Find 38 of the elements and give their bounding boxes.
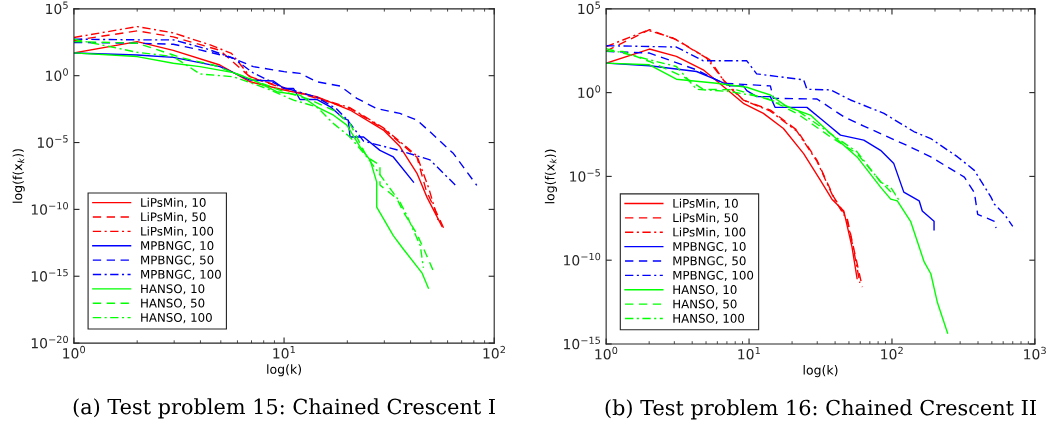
legend-label: MPBNGC, 100: [141, 269, 221, 280]
legend-label: HANSO, 10: [141, 284, 205, 295]
legend-label: MPBNGC, 100: [673, 270, 754, 281]
x-axis-title: log(k): [267, 364, 302, 377]
text: (b) Test problem 16: Chained Crescent II: [605, 399, 1036, 420]
legend-label: MPBNGC, 50: [141, 255, 214, 266]
legend-label: HANSO, 100: [673, 313, 745, 325]
y-tick-label: 10$^{−15}$: [31, 269, 68, 282]
legend-label: LiPsMin, 10: [673, 198, 738, 209]
legend-label: MPBNGC, 10: [673, 241, 746, 253]
legend-label: HANSO, 10: [673, 285, 737, 296]
legend-label: LiPsMin, 10: [141, 197, 206, 209]
x-tick-label: 10$^{2}$: [483, 345, 505, 359]
y-tick-label: 10$^{0}$: [46, 68, 68, 82]
y-tick-label: 10$^{−5}$: [37, 135, 68, 148]
y-tick-label: 10$^{5}$: [578, 1, 600, 15]
legend-label: LiPsMin, 50: [673, 213, 738, 224]
legend-label: HANSO, 100: [141, 312, 212, 324]
x-tick-label: 10$^{1}$: [273, 346, 295, 359]
x-axis-title: log(k): [803, 365, 838, 378]
legend-label: MPBNGC, 10: [141, 241, 214, 252]
y-tick-label: 10$^{5}$: [46, 1, 68, 15]
x-tick-label: 10$^{3}$: [1024, 346, 1046, 360]
text: (a) Test problem 15: Chained Crescent I: [73, 398, 495, 419]
legend-label: LiPsMin, 100: [673, 227, 746, 238]
legend-label: MPBNGC, 50: [673, 256, 746, 267]
y-tick-label: 10$^{−10}$: [31, 202, 68, 215]
legend-label: HANSO, 50: [673, 299, 737, 310]
y-tick-label: 10$^{−10}$: [564, 252, 601, 266]
x-tick-label: 10$^{2}$: [881, 346, 903, 360]
legend-label: HANSO, 50: [141, 298, 205, 309]
legend-label: LiPsMin, 50: [141, 212, 206, 223]
y-tick-label: 10$^{−5}$: [570, 169, 600, 182]
y-axis-title: log(f(x$_{k}$)): [12, 149, 25, 203]
y-axis-title: log(f(x$_{k}$)): [544, 149, 557, 204]
legend-label: LiPsMin, 100: [141, 226, 214, 237]
y-tick-label: 10$^{0}$: [578, 85, 601, 98]
x-tick-label: 10$^{1}$: [738, 346, 760, 360]
